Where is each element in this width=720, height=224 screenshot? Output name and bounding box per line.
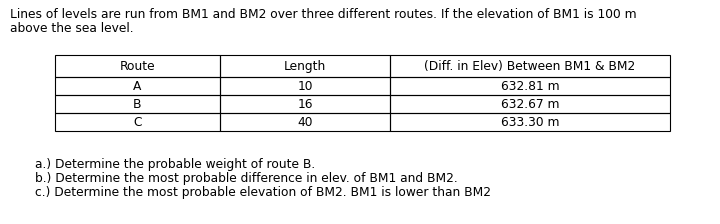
Text: 633.30 m: 633.30 m: [500, 116, 559, 129]
Bar: [390, 55, 670, 77]
Text: (Diff. in Elev) Between BM1 & BM2: (Diff. in Elev) Between BM1 & BM2: [424, 60, 636, 73]
Text: above the sea level.: above the sea level.: [10, 22, 134, 35]
Text: Lines of levels are run from BM1 and BM2 over three different routes. If the ele: Lines of levels are run from BM1 and BM2…: [10, 8, 636, 21]
Bar: [55, 95, 220, 113]
Bar: [220, 95, 390, 113]
Text: c.) Determine the most probable elevation of BM2. BM1 is lower than BM2: c.) Determine the most probable elevatio…: [35, 186, 491, 199]
Bar: [55, 113, 220, 131]
Bar: [390, 77, 670, 95]
Text: 16: 16: [297, 97, 312, 110]
Bar: [55, 77, 220, 95]
Text: b.) Determine the most probable difference in elev. of BM1 and BM2.: b.) Determine the most probable differen…: [35, 172, 458, 185]
Text: A: A: [133, 80, 142, 93]
Bar: [55, 55, 220, 77]
Bar: [220, 113, 390, 131]
Text: C: C: [133, 116, 142, 129]
Bar: [220, 77, 390, 95]
Text: Route: Route: [120, 60, 156, 73]
Bar: [220, 55, 390, 77]
Text: 632.67 m: 632.67 m: [500, 97, 559, 110]
Text: a.) Determine the probable weight of route B.: a.) Determine the probable weight of rou…: [35, 158, 315, 171]
Text: 10: 10: [297, 80, 312, 93]
Bar: [390, 95, 670, 113]
Text: B: B: [133, 97, 142, 110]
Bar: [390, 113, 670, 131]
Text: 40: 40: [297, 116, 312, 129]
Text: 632.81 m: 632.81 m: [500, 80, 559, 93]
Text: Length: Length: [284, 60, 326, 73]
